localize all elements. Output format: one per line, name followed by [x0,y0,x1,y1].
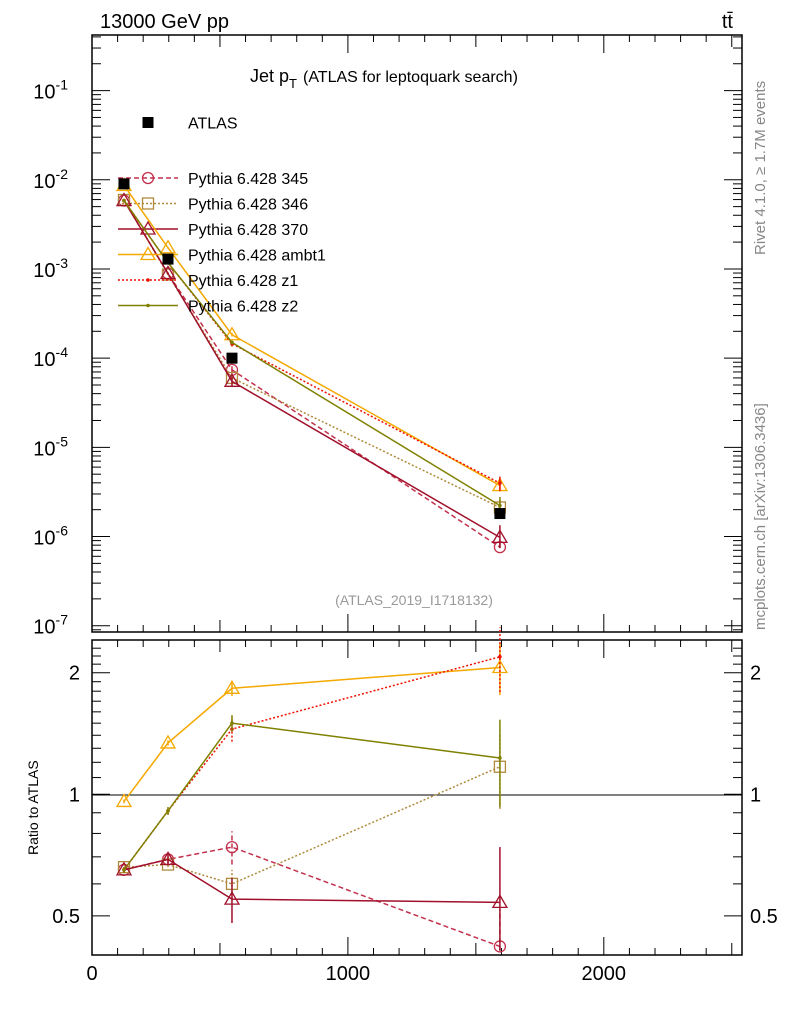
triangle-marker [491,659,509,674]
triangle-marker [223,326,241,341]
y-tick-label: 10-6 [33,523,68,550]
triangle-marker [159,265,177,280]
legend-label: Pythia 6.428 345 [188,171,308,188]
series-line-top [123,200,501,507]
series-line-ratio [123,766,501,885]
ratio-tick-label: 0.5 [52,906,80,928]
series-line-top [123,185,501,487]
rivet-label: Rivet 4.1.0, ≥ 1.7M events [752,81,769,255]
series-line-top [123,200,501,539]
triangle-marker [491,894,509,909]
triangle-marker [223,679,241,694]
legend-label: Pythia 6.428 370 [188,222,308,239]
chart-title: Jet pT (ATLAS for leptoquark search) [250,66,518,91]
y-tick-label: 10-7 [33,612,68,639]
x-tick-label: 0 [86,963,97,985]
ratio-tick-label: 2 [750,663,761,685]
data-point [162,253,174,265]
dot-marker [498,503,502,508]
dot-marker [146,303,150,308]
x-tick-label: 1000 [326,963,371,985]
dot-marker [122,868,126,872]
ratio-tick-label: 1 [69,784,80,806]
dot-marker [146,278,150,282]
ratio-tick-label: 1 [750,784,761,806]
header-channel: tt̄ [722,11,734,33]
series-346: Pythia 6.428 346 [117,193,507,900]
triangle-marker [223,373,241,387]
legend-label: Pythia 6.428 346 [188,197,308,214]
y-tick-label: 10-1 [33,77,68,104]
series-370: Pythia 6.428 370 [115,192,509,951]
legend-label: Pythia 6.428 z1 [188,273,298,290]
triangle-marker [115,192,133,207]
triangle-marker [159,851,177,866]
series-line-ratio [123,656,501,871]
mcplots-label: mcplots.cern.ch [arXiv:1306.3436] [752,403,769,630]
dot-marker [498,481,502,485]
series-line-ratio [123,666,500,802]
dot-marker [122,198,126,203]
circle-marker [225,840,239,854]
triangle-marker [491,529,509,544]
ratio-tick-label: 2 [69,663,80,685]
series-z2: Pythia 6.428 z2 [118,198,502,873]
y-tick-label: 10-5 [33,433,68,460]
data-point [226,352,238,364]
triangle-marker [159,734,177,749]
top-frame [91,34,743,633]
triangle-marker [159,239,177,254]
legend-label: ATLAS [188,116,238,133]
y-tick-label: 10-4 [33,344,68,371]
ratio-ylabel: Ratio to ATLAS [25,760,41,855]
x-tick-label: 2000 [582,963,627,985]
series-line-ratio [123,858,500,904]
series-line-top [123,200,501,484]
square-marker [141,197,155,210]
data-point [118,178,130,190]
series-line-ratio [123,722,501,871]
header-process: 13000 GeV pp [100,11,229,33]
series-line-top [123,199,501,509]
triangle-marker [115,793,133,808]
legend-data-marker [142,117,154,128]
triangle-marker [139,246,157,261]
circle-marker [141,171,155,185]
triangle-marker [223,890,241,905]
series-line-ratio [123,846,501,948]
analysis-id: (ATLAS_2019_I1718132) [335,592,493,608]
ratio-tick-label: 0.5 [750,906,778,928]
legend-label: Pythia 6.428 ambt1 [188,248,326,265]
legend-label: Pythia 6.428 z2 [188,299,298,316]
series-z1: Pythia 6.428 z1 [118,198,502,873]
ratio-frame [91,639,743,956]
dot-marker [498,654,502,659]
dot-marker [230,340,234,345]
dot-marker [230,721,234,725]
dot-marker [498,756,502,760]
data-point [494,508,506,520]
y-tick-label: 10-2 [33,166,68,193]
y-tick-label: 10-3 [33,255,68,282]
dot-marker [166,809,170,813]
triangle-marker [115,861,133,876]
